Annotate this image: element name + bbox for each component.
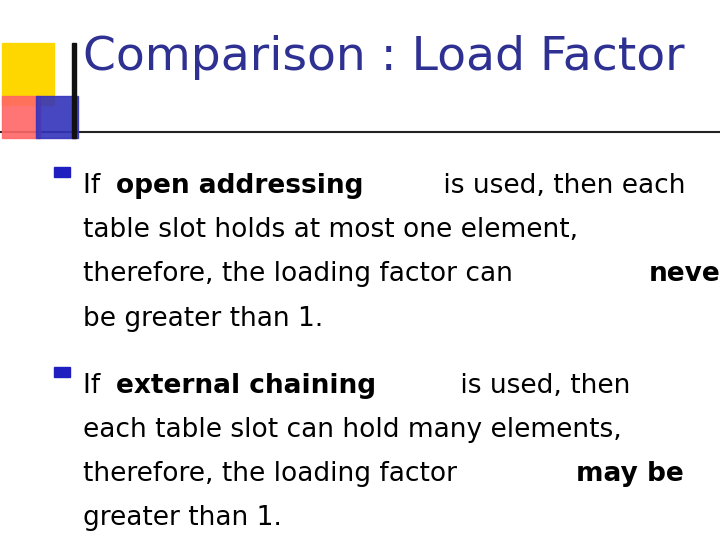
Text: be greater than 1.: be greater than 1. xyxy=(83,306,323,332)
Bar xyxy=(54,167,70,177)
Text: each table slot can hold many elements,: each table slot can hold many elements, xyxy=(83,417,621,443)
Text: external chaining: external chaining xyxy=(116,373,376,399)
Text: may be: may be xyxy=(576,461,684,487)
Text: never: never xyxy=(648,261,720,287)
Text: open addressing: open addressing xyxy=(116,173,364,199)
Text: Comparison : Load Factor: Comparison : Load Factor xyxy=(83,35,685,80)
Text: If: If xyxy=(83,173,109,199)
Text: therefore, the loading factor can: therefore, the loading factor can xyxy=(83,261,521,287)
Text: table slot holds at most one element,: table slot holds at most one element, xyxy=(83,217,578,243)
Text: greater than 1.: greater than 1. xyxy=(83,505,282,531)
Text: is used, then: is used, then xyxy=(451,373,630,399)
Text: is used, then each: is used, then each xyxy=(435,173,685,199)
Text: If: If xyxy=(83,373,109,399)
Text: therefore, the loading factor: therefore, the loading factor xyxy=(83,461,465,487)
Bar xyxy=(54,367,70,377)
